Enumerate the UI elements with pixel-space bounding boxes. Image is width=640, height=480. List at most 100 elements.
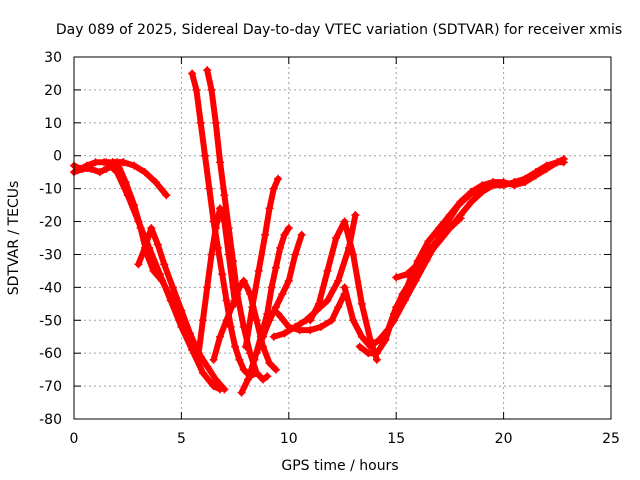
data-point (265, 316, 274, 325)
data-point (475, 184, 484, 193)
data-point (366, 342, 375, 351)
y-tick-label: 20 (44, 83, 62, 99)
data-point (222, 296, 231, 305)
data-point (158, 276, 167, 285)
x-tick-label: 0 (70, 431, 79, 447)
data-point (332, 234, 341, 242)
data-point (235, 355, 244, 364)
data-point (177, 306, 186, 315)
data-point (433, 237, 442, 246)
data-point (531, 171, 540, 180)
data-point (130, 201, 139, 210)
x-tick-label: 25 (602, 431, 620, 447)
x-tick-label: 10 (280, 431, 298, 447)
series-arc-20 (392, 214, 465, 282)
data-point (218, 270, 227, 279)
data-point (112, 158, 121, 167)
data-point (220, 191, 229, 200)
series-trace (253, 231, 305, 357)
data-point (413, 260, 422, 269)
data-point (239, 365, 248, 374)
data-point (259, 332, 268, 341)
axis-ticks: 0 5 10 15 20 25 -80 -70 -60 -50 -40 -30 -20 -10 0 10 20 3… (39, 50, 620, 447)
data-point (456, 214, 465, 223)
chart-title: Day 089 of 2025, Sidereal Day-to-day VTE… (56, 22, 622, 38)
data-point (196, 118, 205, 127)
data-point (211, 118, 220, 127)
data-point (284, 276, 293, 285)
data-point (443, 217, 452, 226)
data-point (265, 204, 274, 213)
y-tick-label: -20 (39, 215, 62, 231)
data-point (241, 342, 250, 351)
series-arc-3 (108, 158, 171, 200)
data-point (237, 388, 246, 397)
x-tick-label: 5 (177, 431, 186, 447)
data-point (252, 316, 261, 325)
data-point (130, 161, 139, 170)
data-point (390, 316, 399, 325)
y-tick-label: -30 (39, 247, 62, 263)
series-arc-8 (203, 66, 272, 384)
data-point (168, 283, 177, 292)
data-point (95, 168, 104, 177)
data-point (220, 217, 229, 226)
data-point (542, 164, 551, 173)
data-point (422, 257, 431, 266)
data-point (252, 368, 261, 377)
data-point (334, 303, 343, 312)
data-point (261, 230, 270, 239)
data-point (317, 322, 326, 331)
data-point (280, 329, 289, 338)
data-point (297, 230, 306, 239)
data-point (205, 184, 214, 193)
data-point (499, 178, 508, 187)
data-point (216, 158, 225, 167)
data-point (454, 201, 463, 210)
data-point (400, 296, 409, 305)
data-point (357, 332, 366, 341)
data-point (211, 224, 220, 233)
data-point (235, 283, 244, 292)
data-point (340, 217, 349, 226)
data-point (239, 276, 248, 285)
data-point (265, 359, 274, 368)
data-point (349, 316, 358, 325)
data-point (291, 250, 300, 259)
data-point (276, 243, 285, 252)
data-point (222, 316, 231, 325)
series-arc-9 (194, 204, 240, 358)
data-point (254, 266, 263, 275)
data-point (220, 385, 229, 394)
data-point (334, 276, 343, 285)
series-arc-12 (241, 174, 283, 351)
data-point (306, 316, 315, 325)
data-point (284, 224, 293, 233)
data-point (121, 178, 130, 187)
data-point (140, 168, 149, 177)
grid-lines (74, 57, 611, 419)
data-point (252, 349, 261, 358)
data-point (160, 260, 169, 269)
data-point (274, 309, 283, 318)
data-point (364, 349, 373, 358)
data-point (402, 270, 411, 279)
data-point (207, 85, 216, 94)
data-point (259, 375, 268, 384)
data-point (291, 322, 300, 331)
y-tick-label: -60 (39, 346, 62, 362)
y-tick-label: 0 (53, 149, 62, 165)
series-arc-19 (381, 155, 568, 341)
data-point (243, 375, 252, 384)
data-point (271, 303, 280, 312)
series-trace (238, 225, 292, 396)
data-point (147, 224, 156, 233)
y-tick-label: 30 (44, 50, 62, 66)
data-point (274, 174, 283, 183)
data-point (355, 342, 364, 351)
series-arc-6 (134, 224, 229, 394)
series-trace (391, 182, 494, 324)
data-point (149, 266, 158, 275)
data-point (226, 322, 235, 331)
plot-frame (73, 56, 612, 420)
